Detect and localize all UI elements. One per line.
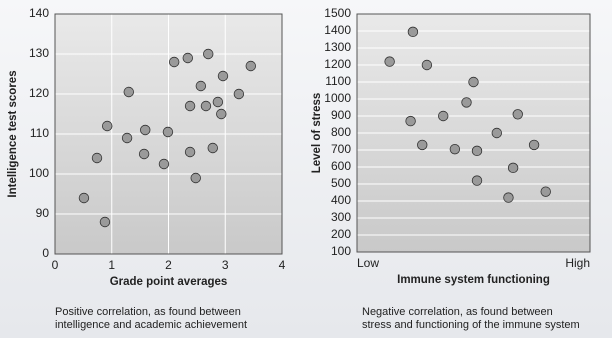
x-tick-label: 0 — [52, 258, 59, 272]
point — [102, 120, 113, 132]
point — [216, 108, 227, 120]
y-tick-label: 700 — [331, 142, 351, 156]
y-tick-label: 90 — [36, 206, 50, 220]
x-axis-label: Immune system functioning — [397, 274, 550, 286]
point — [162, 126, 174, 138]
y-tick-label: 1300 — [324, 40, 351, 54]
point — [91, 152, 103, 164]
y-tick-label: 1400 — [324, 23, 351, 37]
x-tick-label: High — [565, 256, 590, 270]
point — [195, 80, 207, 92]
y-tick-label: 400 — [331, 193, 351, 207]
point — [461, 97, 472, 108]
point — [158, 158, 170, 170]
caption: Positive correlation, as found between — [55, 306, 241, 318]
point — [200, 100, 212, 112]
point — [182, 52, 193, 64]
point — [421, 59, 433, 71]
point — [384, 56, 395, 67]
point — [449, 143, 461, 155]
y-tick-label: 900 — [331, 108, 351, 122]
point — [217, 70, 229, 82]
point — [184, 146, 196, 158]
x-tick-label: Low — [357, 256, 379, 270]
y-tick-label: 1500 — [324, 6, 351, 20]
point — [140, 124, 151, 136]
point — [438, 110, 449, 122]
y-tick-label: 130 — [29, 46, 49, 60]
point — [528, 139, 540, 151]
y-tick-label: 500 — [331, 176, 351, 190]
point — [468, 76, 479, 88]
y-axis-label: Level of stress — [311, 93, 323, 174]
y-tick-label: 300 — [331, 210, 351, 224]
point — [503, 192, 514, 203]
y-axis-label: Intelligence test scores — [7, 70, 19, 197]
y-tick-label: 120 — [29, 86, 49, 100]
point — [491, 127, 503, 139]
y-tick-label: 140 — [29, 6, 49, 20]
x-tick-label: 2 — [165, 258, 172, 272]
point — [540, 186, 551, 197]
point — [512, 109, 523, 120]
x-tick-label: 4 — [279, 258, 286, 272]
point — [190, 172, 201, 184]
point — [245, 60, 256, 72]
point — [407, 26, 419, 38]
y-tick-label: 1000 — [324, 91, 351, 105]
plot-frame — [356, 13, 591, 253]
y-tick-label: 600 — [331, 159, 351, 173]
y-tick-label: 0 — [42, 246, 49, 260]
y-tick-label: 100 — [29, 166, 49, 180]
point — [123, 86, 134, 98]
x-tick-label: 1 — [108, 258, 115, 272]
x-tick-label: 3 — [222, 258, 229, 272]
point — [138, 148, 150, 160]
y-tick-label: 1200 — [324, 57, 351, 71]
point — [212, 96, 224, 108]
point — [233, 88, 245, 100]
caption: intelligence and academic achievement — [55, 319, 247, 331]
point — [207, 142, 218, 154]
point — [203, 48, 214, 60]
y-tick-label: 110 — [30, 126, 49, 140]
y-tick-label: 800 — [331, 125, 351, 139]
plot-frame — [54, 13, 283, 255]
point — [471, 175, 483, 186]
point — [507, 162, 519, 174]
point — [168, 56, 180, 68]
y-tick-label: 200 — [331, 227, 351, 241]
point — [471, 145, 483, 157]
point — [78, 192, 90, 204]
point — [417, 139, 428, 151]
caption: stress and functioning of the immune sys… — [362, 319, 580, 331]
point — [121, 132, 133, 144]
point — [99, 216, 111, 228]
point — [405, 115, 416, 127]
x-axis-label: Grade point averages — [110, 276, 228, 288]
y-tick-label: 1100 — [325, 74, 351, 88]
caption: Negative correlation, as found between — [362, 306, 553, 318]
point — [184, 100, 196, 112]
y-tick-label: 100 — [331, 244, 351, 258]
